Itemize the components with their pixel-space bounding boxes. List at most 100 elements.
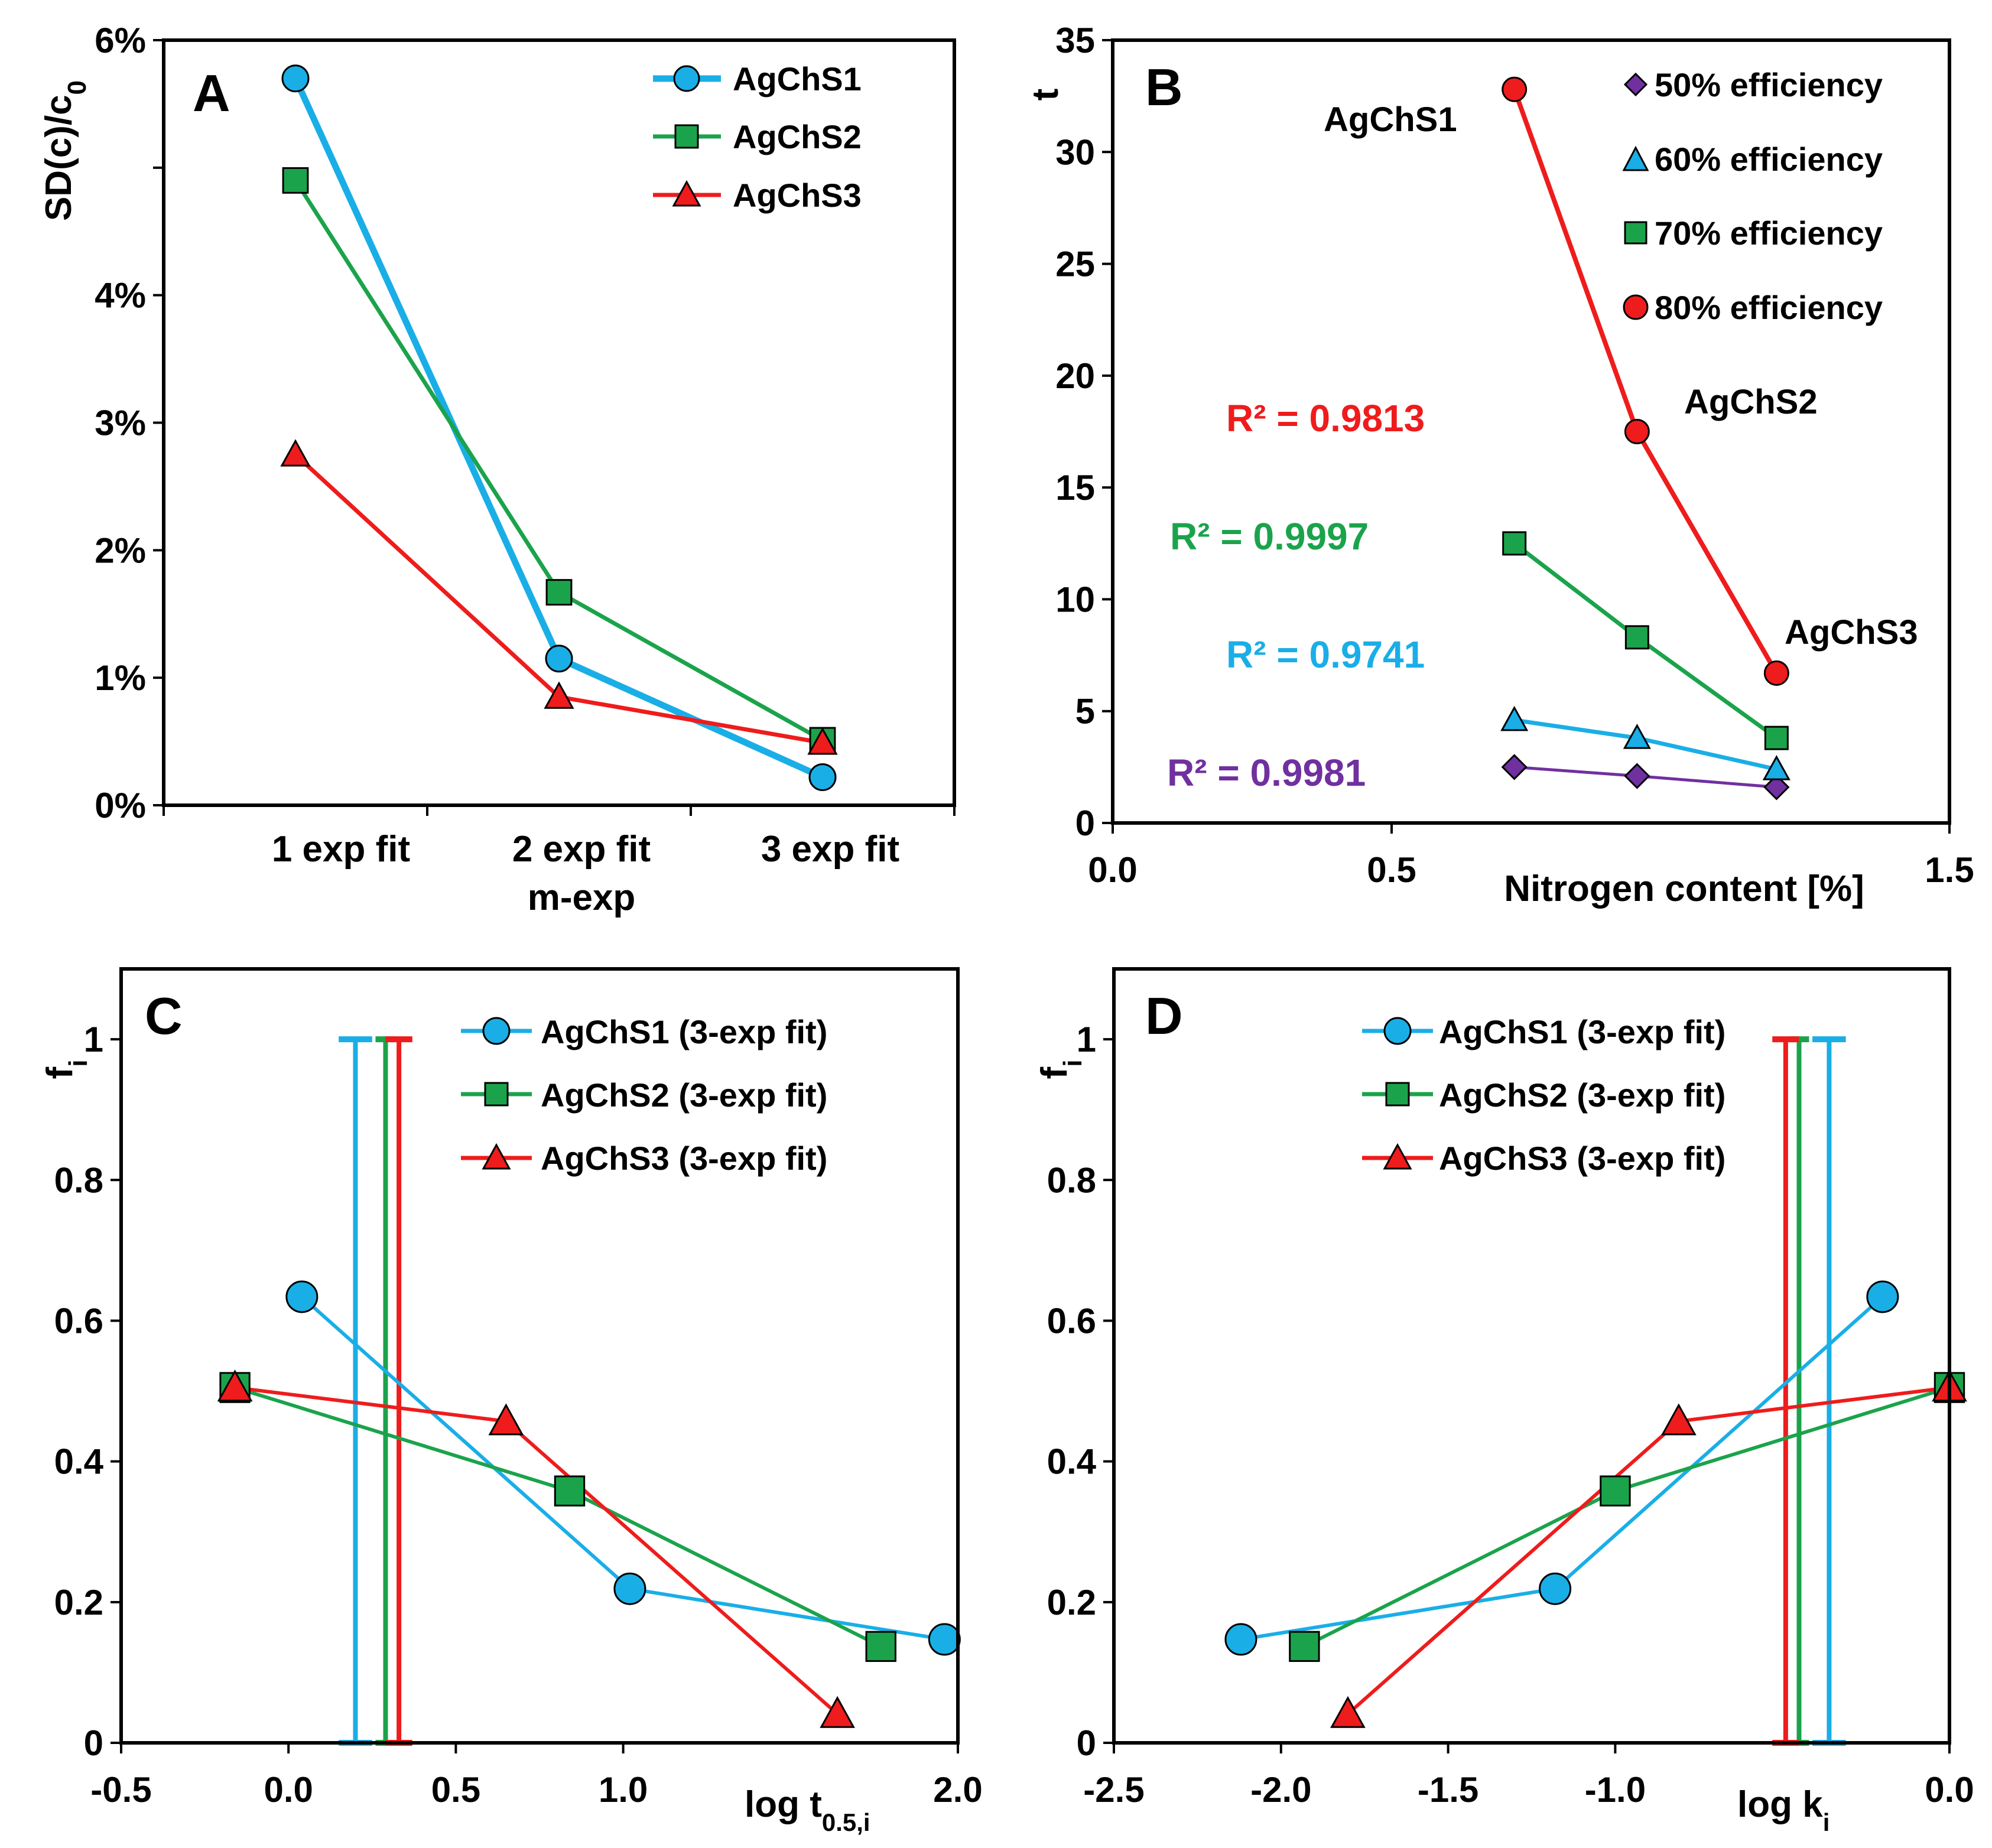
panel-d-ytick-label: 0.2 bbox=[1047, 1583, 1096, 1622]
panel-c-series-line-agchs3-3-exp-fit bbox=[235, 1385, 839, 1716]
panel-c-point-agchs3-3-exp-fit bbox=[217, 1369, 253, 1402]
panel-c-xtick-label: 0.0 bbox=[264, 1770, 313, 1810]
panel-a-point-agchs1 bbox=[281, 64, 310, 93]
legend-marker-agchs3 bbox=[672, 180, 701, 207]
legend-marker-agchs3-3exp bbox=[482, 1143, 511, 1170]
panel-c-point-agchs3-3-exp-fit bbox=[820, 1696, 855, 1728]
panel-d-point-agchs2-3-exp-fit bbox=[1600, 1475, 1631, 1507]
panel-d-xtick-label: -1.5 bbox=[1418, 1770, 1478, 1810]
panel-c-xtick-label: 0.5 bbox=[431, 1770, 480, 1810]
panel-b-point-80-efficiency bbox=[1763, 660, 1789, 686]
legend-label-agchs3-3exp: AgChS3 (3-exp fit) bbox=[541, 1140, 827, 1177]
panel-a-ytick-label: 2% bbox=[95, 531, 146, 570]
panel-c-ytick-label: 0 bbox=[84, 1723, 103, 1763]
legend-label-agchs3-3exp: AgChS3 (3-exp fit) bbox=[1439, 1140, 1725, 1177]
panel-d-point-agchs3-3-exp-fit bbox=[1330, 1696, 1366, 1728]
panel-a-legend: AgChS1 AgChS2 AgChS3 bbox=[653, 60, 862, 214]
panel-d-plot-frame bbox=[1112, 967, 1951, 1745]
panel-b-label: B bbox=[1145, 58, 1183, 116]
panel-b-ytick-label: 35 bbox=[1055, 21, 1095, 60]
panel-b-ytick-label: 30 bbox=[1055, 132, 1095, 172]
legend-marker-agchs3-3exp bbox=[1383, 1143, 1412, 1170]
legend-label-agchs2-3exp: AgChS2 (3-exp fit) bbox=[1439, 1076, 1725, 1114]
panel-a-ytick-label: 0% bbox=[95, 786, 146, 825]
panel-c-point-agchs3-3-exp-fit bbox=[488, 1403, 524, 1436]
legend-marker-70-efficiency bbox=[1624, 221, 1647, 245]
panel-d-point-agchs1-3-exp-fit bbox=[1866, 1280, 1899, 1313]
panel-c-series-line-agchs2-3-exp-fit bbox=[234, 1385, 882, 1648]
legend-label-agchs1-3exp: AgChS1 (3-exp fit) bbox=[541, 1013, 827, 1050]
panel-a-point-agchs3 bbox=[280, 439, 311, 467]
panel-b-point-70-efficiency bbox=[1764, 725, 1789, 750]
panel-c-label: C bbox=[145, 987, 183, 1045]
panel-d-series-line-agchs3-3-exp-fit bbox=[1346, 1385, 1950, 1716]
panel-d-label: D bbox=[1145, 987, 1183, 1045]
panel-b: 0 5 10 15 20 25 30 35 0.0 0.5 1.5 B t Nitrogen con… bbox=[1025, 21, 1974, 909]
panel-a-category-label: m-exp bbox=[528, 877, 636, 918]
panel-b-point-70-efficiency bbox=[1502, 531, 1527, 556]
panel-a-ytick-label: 3% bbox=[95, 404, 146, 443]
panel-d-ylabel: fi bbox=[1034, 1060, 1087, 1079]
panel-d-point-agchs1-3-exp-fit bbox=[1539, 1572, 1572, 1605]
panel-b-ytick-label: 15 bbox=[1055, 468, 1095, 507]
legend-label-agchs1: AgChS1 bbox=[733, 60, 862, 97]
panel-d-ytick-label: 1 bbox=[1077, 1020, 1096, 1059]
panel-c-xtick-label: 2.0 bbox=[933, 1770, 982, 1810]
panel-b-ylabel: t bbox=[1025, 89, 1066, 101]
panel-d-ytick-label: 0.6 bbox=[1047, 1301, 1096, 1341]
legend-label-80-efficiency: 80% efficiency bbox=[1655, 289, 1883, 326]
legend-label-agchs2: AgChS2 bbox=[733, 118, 862, 155]
panel-d-series-line-agchs2-3-exp-fit bbox=[1304, 1385, 1950, 1648]
panel-c-point-agchs1-3-exp-fit bbox=[285, 1280, 319, 1313]
panel-c-ylabel: fi bbox=[40, 1060, 93, 1079]
panel-b-xtick-label: 1.5 bbox=[1925, 850, 1974, 890]
panel-c-ytick-label: 0.2 bbox=[54, 1583, 103, 1622]
panel-a-category-label: 3 exp fit bbox=[761, 829, 899, 870]
legend-label-70-efficiency: 70% efficiency bbox=[1655, 214, 1883, 252]
annotation-r2-50: R² = 0.9981 bbox=[1167, 751, 1366, 794]
panel-b-point-70-efficiency bbox=[1624, 625, 1649, 650]
panel-a-point-agchs2 bbox=[545, 579, 573, 606]
panel-a-ylabel: SD(c)/c0 bbox=[38, 80, 92, 221]
panel-c-ytick-label: 1 bbox=[84, 1020, 103, 1059]
annotation-r2-80: R² = 0.9813 bbox=[1226, 397, 1425, 440]
panel-c-xlabel: log t0.5,i bbox=[745, 1784, 870, 1836]
panel-d-ytick-label: 0 bbox=[1077, 1723, 1096, 1763]
panel-a-ytick-label: 1% bbox=[95, 658, 146, 698]
legend-label-agchs3: AgChS3 bbox=[733, 177, 862, 214]
legend-marker-agchs1-3exp bbox=[1383, 1017, 1412, 1045]
panel-d-xtick-label: -1.0 bbox=[1585, 1770, 1646, 1810]
panel-c-plot-frame bbox=[119, 967, 960, 1745]
panel-d-legend: AgChS1 (3-exp fit) AgChS2 (3-exp fit) Ag… bbox=[1362, 1013, 1725, 1177]
legend-label-agchs1-3exp: AgChS1 (3-exp fit) bbox=[1439, 1013, 1725, 1050]
panel-d-xtick-label: -2.5 bbox=[1083, 1770, 1144, 1810]
panel-d-ytick-label: 0.4 bbox=[1047, 1442, 1097, 1482]
panel-d-xtick-label: 0.0 bbox=[1925, 1770, 1974, 1810]
panel-c-legend: AgChS1 (3-exp fit) AgChS2 (3-exp fit) Ag… bbox=[461, 1013, 827, 1177]
annotation-r2-60: R² = 0.9741 bbox=[1226, 633, 1425, 676]
panel-c-point-agchs1-3-exp-fit bbox=[613, 1572, 646, 1605]
panel-c-xtick-label: 1.0 bbox=[599, 1770, 648, 1810]
panel-b-ytick-label: 5 bbox=[1075, 692, 1095, 731]
panel-b-xtick-label: 0.5 bbox=[1367, 850, 1416, 890]
panel-d-point-agchs3-3-exp-fit bbox=[1661, 1403, 1697, 1436]
annotation-agchs2: AgChS2 bbox=[1684, 383, 1818, 421]
panel-c-point-agchs2-3-exp-fit bbox=[865, 1631, 896, 1662]
annotation-agchs3: AgChS3 bbox=[1785, 613, 1918, 652]
panel-d: 0 0.2 0.4 0.6 0.8 1 -2.5 -2.0 -1.5 -1.0 0.0 D fi l… bbox=[1034, 967, 1974, 1836]
panel-a-ytick-label: 4% bbox=[95, 276, 146, 315]
legend-marker-50-efficiency bbox=[1623, 72, 1648, 97]
panel-a-point-agchs1 bbox=[545, 645, 573, 673]
panel-a-category-label: 1 exp fit bbox=[272, 829, 410, 870]
panel-c-ytick-label: 0.4 bbox=[54, 1442, 104, 1482]
panel-a-point-agchs3 bbox=[807, 727, 838, 755]
panel-b-point-50-efficiency bbox=[1624, 763, 1650, 789]
panel-b-point-80-efficiency bbox=[1624, 419, 1650, 444]
panel-a: 0% 1% 2% 3% 4% 6% A SD(c)/c0 1 exp fit 2 exp … bbox=[38, 21, 956, 918]
panel-b-point-50-efficiency bbox=[1501, 754, 1528, 780]
panel-d-xtick-label: -2.0 bbox=[1250, 1770, 1311, 1810]
panel-b-ytick-label: 25 bbox=[1055, 245, 1095, 284]
panel-a-ytick-label: 6% bbox=[95, 21, 146, 60]
panel-b-ytick-label: 0 bbox=[1075, 803, 1095, 843]
